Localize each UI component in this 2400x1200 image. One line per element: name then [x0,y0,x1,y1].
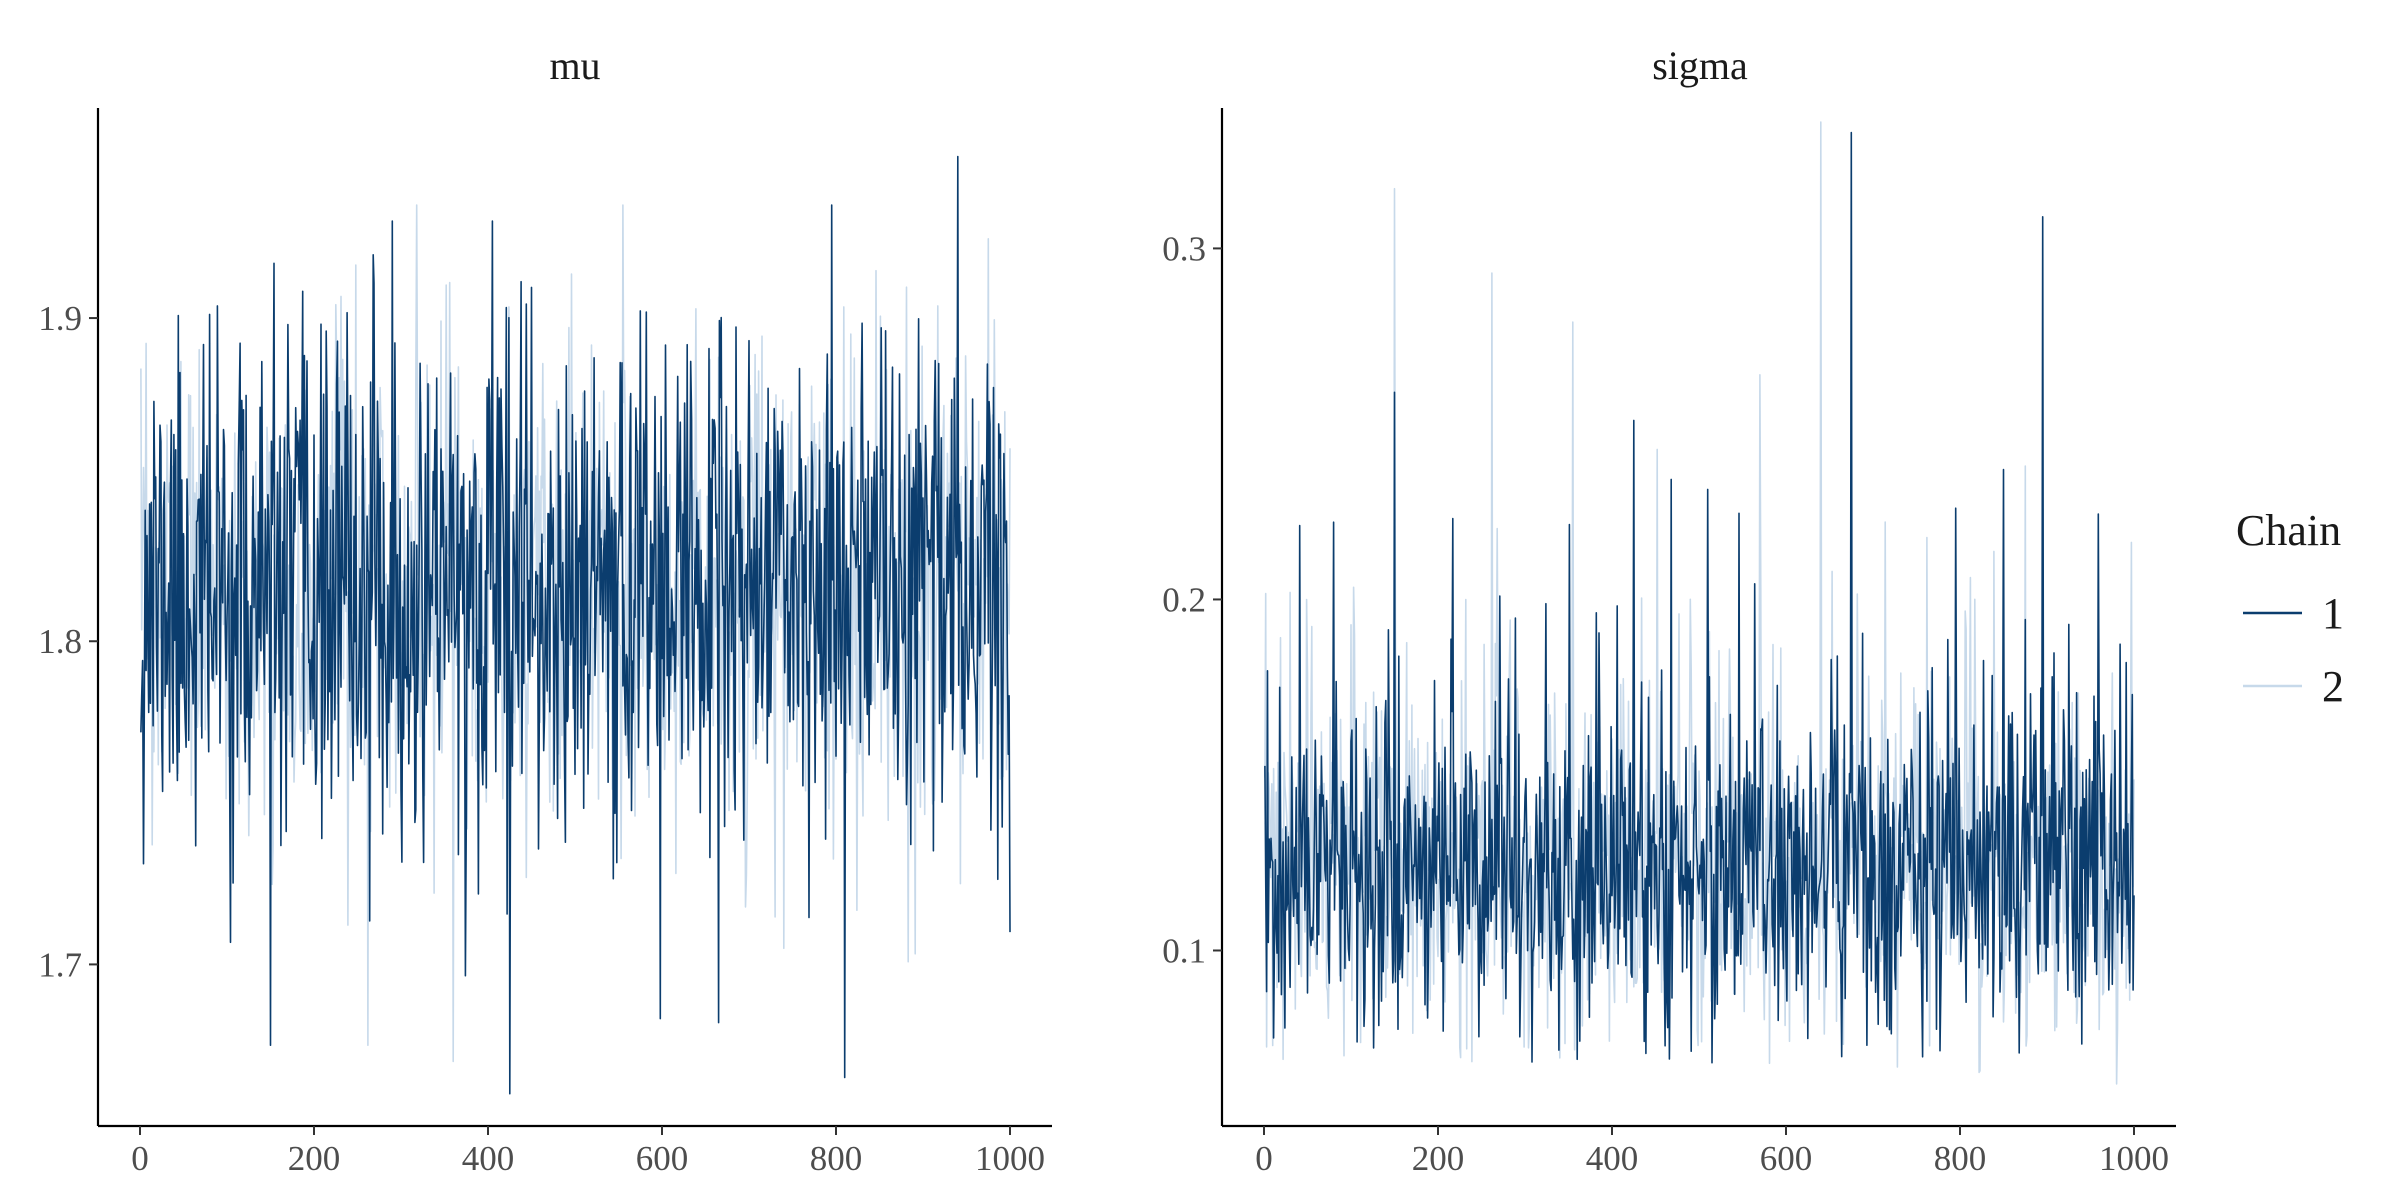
x-ticks-mu: 0 200 400 600 800 1000 [131,1126,1045,1178]
legend: Chain 1 2 [2236,506,2344,711]
y-tick-label: 1.7 [38,945,82,984]
x-tick-label: 0 [131,1139,149,1178]
y-ticks-sigma: 0.1 0.2 0.3 [1162,229,1222,970]
legend-title: Chain [2236,506,2341,555]
x-tick-label: 800 [810,1139,863,1178]
legend-label-chain-1: 1 [2322,589,2344,638]
x-tick-label: 0 [1255,1139,1273,1178]
chain-lines-mu [140,155,1011,1095]
panel-mu: mu 1.7 1.8 1.9 0 200 400 600 800 1 [38,43,1052,1178]
x-tick-label: 600 [636,1139,689,1178]
y-tick-label: 0.1 [1162,931,1206,970]
y-tick-label: 0.2 [1162,580,1206,619]
y-tick-label: 1.9 [38,299,82,338]
x-tick-label: 1000 [975,1139,1045,1178]
x-tick-label: 400 [462,1139,515,1178]
y-ticks-mu: 1.7 1.8 1.9 [38,299,98,984]
chain-lines-sigma [1264,121,2135,1085]
x-tick-label: 1000 [2099,1139,2169,1178]
y-tick-label: 0.3 [1162,229,1206,268]
chain-1-line-mu [140,155,1011,1095]
panel-sigma: sigma 0.1 0.2 0.3 0 200 400 600 800 [1162,43,2176,1178]
legend-label-chain-2: 2 [2322,662,2344,711]
x-tick-label: 400 [1586,1139,1639,1178]
panel-title-mu: mu [549,43,600,88]
x-ticks-sigma: 0 200 400 600 800 1000 [1255,1126,2169,1178]
chain-1-line-sigma [1264,131,2135,1064]
y-tick-label: 1.8 [38,622,82,661]
x-tick-label: 200 [288,1139,341,1178]
x-tick-label: 200 [1412,1139,1465,1178]
x-tick-label: 600 [1760,1139,1813,1178]
panel-title-sigma: sigma [1652,43,1748,88]
x-tick-label: 800 [1934,1139,1987,1178]
